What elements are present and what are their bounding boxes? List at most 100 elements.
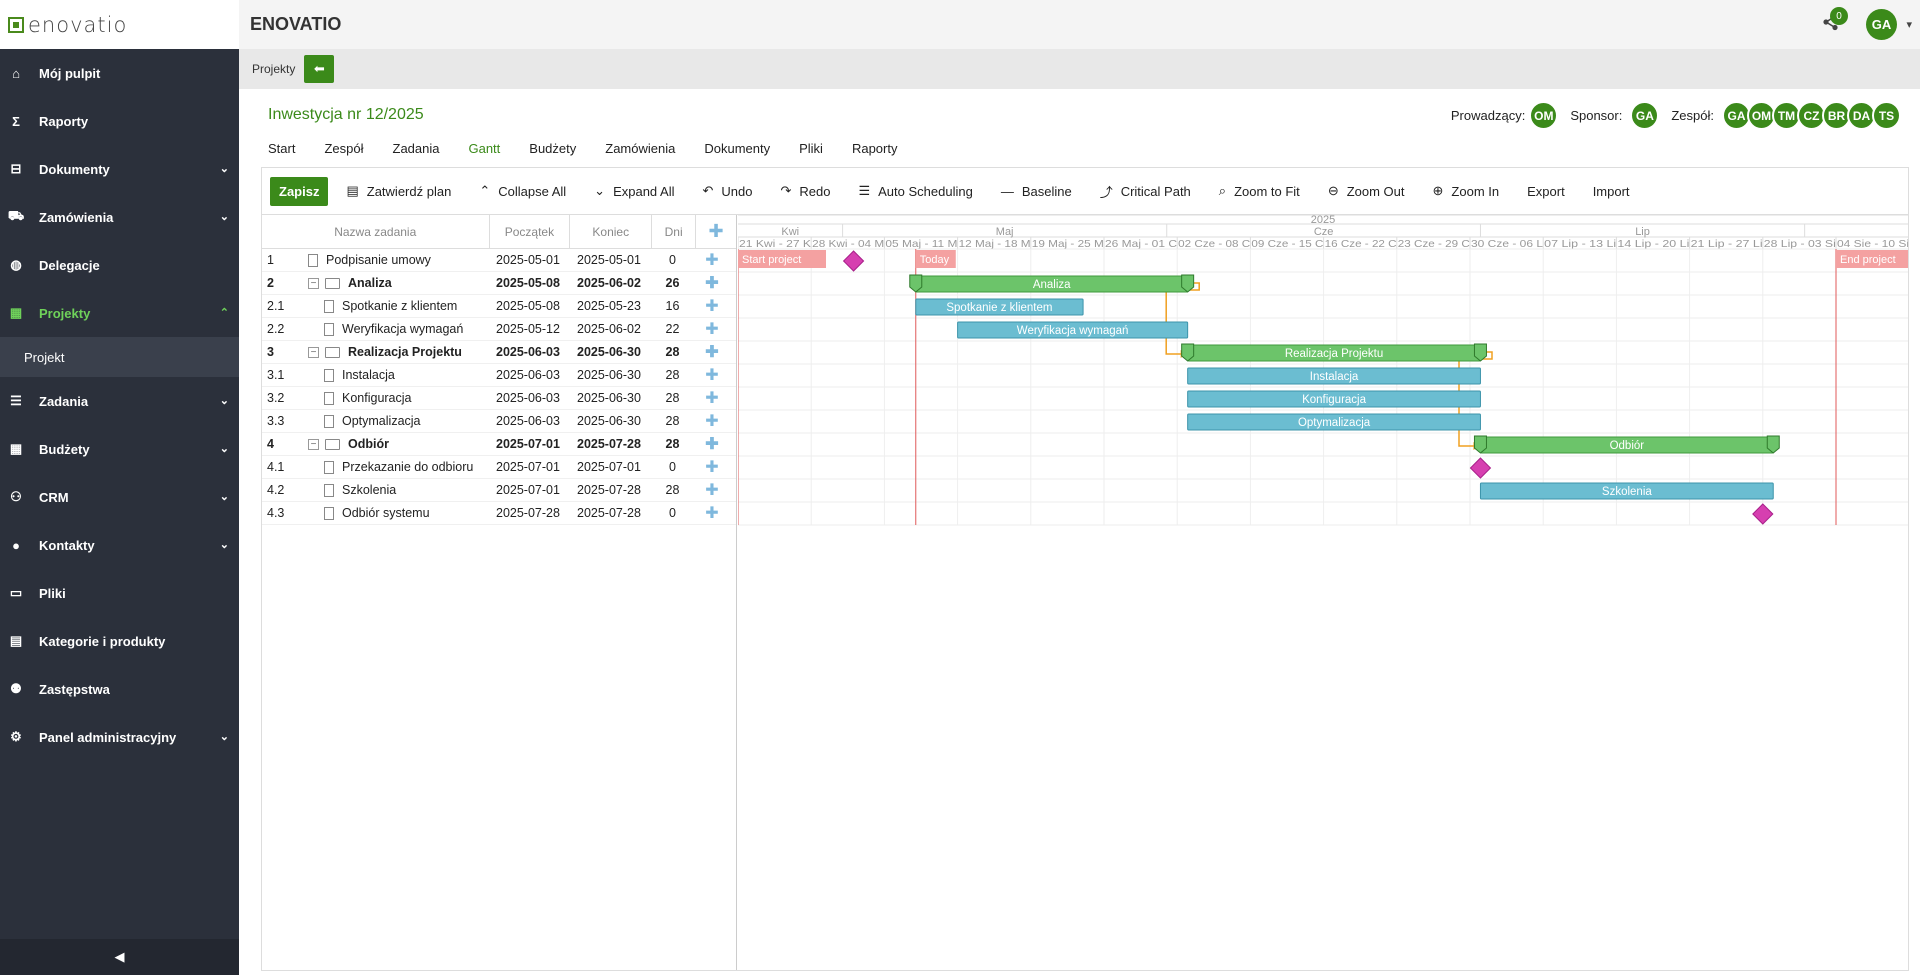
table-row[interactable]: 4 − Odbiór 2025-07-01 2025-07-28 28 ✚	[262, 433, 736, 456]
approve-plan-button[interactable]: ▤ Zatwierdź plan	[346, 183, 451, 199]
tab-budżety[interactable]: Budżety	[529, 141, 577, 156]
sponsor-avatar[interactable]: GA	[1630, 101, 1660, 130]
tab-gantt[interactable]: Gantt	[468, 141, 501, 156]
header-start[interactable]: Początek	[490, 215, 571, 248]
collapse-all-button[interactable]: ⌃ Collapse All	[479, 183, 566, 199]
table-row[interactable]: 3 − Realizacja Projektu 2025-06-03 2025-06-3…	[262, 341, 736, 364]
sidebar-item-mój-pulpit[interactable]: ⌂ Mój pulpit	[0, 49, 239, 97]
table-row[interactable]: 2 − Analiza 2025-05-08 2025-06-02 26 ✚	[262, 272, 736, 295]
sidebar-item-label: Projekty	[39, 305, 91, 321]
team-avatar[interactable]: BR	[1822, 101, 1851, 130]
auto-scheduling-button[interactable]: ☰ Auto Scheduling	[858, 183, 972, 199]
table-row[interactable]: 3.3 Optymalizacja 2025-06-03 2025-06-30 28 ✚	[262, 410, 736, 433]
add-subtask-icon[interactable]: ✚	[705, 436, 719, 453]
tab-zadania[interactable]: Zadania	[392, 141, 440, 156]
expand-all-button[interactable]: ⌄ Expand All	[594, 183, 674, 199]
table-row[interactable]: 3.2 Konfiguracja 2025-06-03 2025-06-30 28 ✚	[262, 387, 736, 410]
task-name: Realizacja Projektu	[348, 345, 462, 359]
sidebar-item-label: Panel administracyjny	[39, 729, 177, 745]
table-row[interactable]: 1 Podpisanie umowy 2025-05-01 2025-05-01 0 ✚	[262, 249, 736, 272]
table-row[interactable]: 2.1 Spotkanie z klientem 2025-05-08 2025-05…	[262, 295, 736, 318]
task-name: Odbiór systemu	[342, 506, 430, 520]
team-avatar[interactable]: TM	[1772, 101, 1801, 130]
tab-dokumenty[interactable]: Dokumenty	[704, 141, 771, 156]
add-subtask-icon[interactable]: ✚	[705, 367, 719, 384]
sidebar-item-pliki[interactable]: ▭ Pliki	[0, 569, 239, 617]
week-label: 23 Cze - 29 C	[1398, 238, 1470, 250]
tab-zamówienia[interactable]: Zamówienia	[605, 141, 676, 156]
lead-avatar[interactable]: OM	[1529, 101, 1559, 130]
logo[interactable]: enovatio	[0, 0, 239, 49]
chevron-down-icon: ⌄	[219, 211, 229, 223]
import-button[interactable]: Import	[1592, 183, 1630, 199]
sidebar-item-panel-administracyjny[interactable]: ⚙ Panel administracyjny ⌄	[0, 713, 239, 761]
collapse-toggle[interactable]: −	[308, 277, 319, 289]
table-row[interactable]: 4.3 Odbiór systemu 2025-07-28 2025-07-28 0 ✚	[262, 502, 736, 525]
add-subtask-icon[interactable]: ✚	[705, 298, 719, 315]
header-end[interactable]: Koniec	[570, 215, 653, 248]
save-button[interactable]: Zapisz	[270, 176, 329, 206]
redo-button[interactable]: ↷ Redo	[780, 183, 830, 199]
sidebar-item-kontakty[interactable]: ● Kontakty ⌄	[0, 521, 239, 569]
sidebar-item-budżety[interactable]: ▦ Budżety ⌄	[0, 425, 239, 473]
sidebar-item-crm[interactable]: ⚇ CRM ⌄	[0, 473, 239, 521]
table-row[interactable]: 2.2 Weryfikacja wymagań 2025-05-12 2025-06-…	[262, 318, 736, 341]
sidebar-item-delegacje[interactable]: ◍ Delegacje	[0, 241, 239, 289]
tab-zespół[interactable]: Zespół	[324, 141, 364, 156]
arrow-left-icon: ⬅	[313, 61, 325, 76]
sidebar-item-zastępstwa[interactable]: ⚉ Zastępstwa	[0, 665, 239, 713]
add-task-icon[interactable]: ✚	[708, 221, 724, 241]
critical-path-button[interactable]: ⤴ Critical Path	[1100, 182, 1191, 201]
table-row[interactable]: 4.1 Przekazanie do odbioru 2025-07-01 2025-…	[262, 456, 736, 479]
collapse-toggle[interactable]: −	[308, 346, 319, 358]
add-subtask-icon[interactable]: ✚	[705, 275, 719, 292]
team-avatar[interactable]: CZ	[1797, 101, 1826, 130]
add-subtask-icon[interactable]: ✚	[705, 390, 719, 407]
breadcrumb-text[interactable]: Projekty	[252, 62, 296, 76]
sidebar-item-dokumenty[interactable]: ⊟ Dokumenty ⌄	[0, 145, 239, 193]
user-avatar[interactable]: GA	[1866, 9, 1897, 40]
team-avatar[interactable]: DA	[1847, 101, 1876, 130]
task-end: 2025-06-02	[577, 322, 641, 336]
sidebar-item-kategorie-i-produkty[interactable]: ▤ Kategorie i produkty	[0, 617, 239, 665]
back-button[interactable]: ⬅	[304, 55, 335, 83]
sidebar-item-raporty[interactable]: Σ Raporty	[0, 97, 239, 145]
add-subtask-icon[interactable]: ✚	[705, 459, 719, 476]
task-name-cell: Spotkanie z klientem	[304, 299, 490, 313]
chevron-down-icon: ⌄	[219, 395, 229, 407]
header-days[interactable]: Dni	[652, 215, 697, 248]
zoom-to-fit-button[interactable]: ⌕ Zoom to Fit	[1219, 183, 1300, 199]
team-avatar[interactable]: GA	[1722, 101, 1751, 130]
sidebar-item-label: Mój pulpit	[39, 65, 101, 81]
undo-button[interactable]: ↶ Undo	[703, 183, 753, 199]
tab-raporty[interactable]: Raporty	[851, 141, 898, 156]
chevron-down-icon[interactable]: ▾	[1906, 19, 1912, 31]
sidebar-item-zadania[interactable]: ☰ Zadania ⌄	[0, 377, 239, 425]
add-subtask-icon[interactable]: ✚	[705, 505, 719, 522]
add-subtask-icon[interactable]: ✚	[705, 413, 719, 430]
file-icon	[324, 299, 334, 313]
sidebar-subitem-projekt[interactable]: Projekt	[0, 337, 239, 377]
collapse-toggle[interactable]: −	[308, 438, 319, 450]
add-subtask-icon[interactable]: ✚	[705, 344, 719, 361]
home-icon: ⌂	[12, 65, 20, 81]
export-button[interactable]: Export	[1527, 183, 1565, 199]
table-row[interactable]: 4.2 Szkolenia 2025-07-01 2025-07-28 28 ✚	[262, 479, 736, 502]
add-subtask-icon[interactable]: ✚	[705, 482, 719, 499]
tab-pliki[interactable]: Pliki	[799, 141, 823, 156]
task-name-cell: Weryfikacja wymagań	[304, 322, 490, 336]
baseline-button[interactable]: — Baseline	[1001, 184, 1072, 199]
sidebar-item-zamówienia[interactable]: ⛟ Zamówienia ⌄	[0, 193, 239, 241]
zoom-out-button[interactable]: ⊖ Zoom Out	[1328, 183, 1405, 199]
add-subtask-icon[interactable]: ✚	[705, 321, 719, 338]
add-subtask-icon[interactable]: ✚	[705, 252, 719, 269]
header-name[interactable]: Nazwa zadania	[262, 215, 490, 248]
month-label: Cze	[1314, 226, 1334, 238]
team-avatar[interactable]: TS	[1872, 101, 1901, 130]
tab-start[interactable]: Start	[268, 141, 296, 156]
sidebar-collapse-button[interactable]: ◀	[0, 939, 239, 975]
zoom-in-button[interactable]: ⊕ Zoom In	[1433, 183, 1500, 199]
arrow-left-icon: ◀	[114, 949, 125, 964]
sidebar-item-projekty[interactable]: ▦ Projekty ⌃	[0, 289, 239, 337]
table-row[interactable]: 3.1 Instalacja 2025-06-03 2025-06-30 28 ✚	[262, 364, 736, 387]
